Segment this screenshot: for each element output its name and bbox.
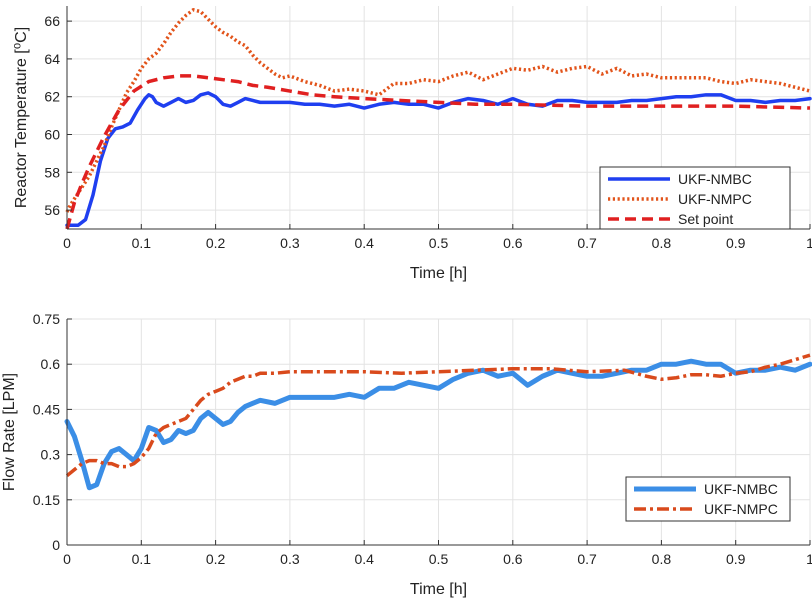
y-tick-label: 66 (44, 13, 60, 29)
x-tick-label: 0.9 (726, 235, 746, 251)
series-line-ukf-nmpc (65, 8, 811, 213)
x-tick-label: 1 (806, 235, 812, 251)
y-tick-label: 64 (44, 51, 60, 67)
y-tick-label: 56 (44, 202, 60, 218)
legend-label: UKF-NMPC (704, 501, 778, 517)
x-tick-label: 0.9 (726, 551, 746, 567)
x-tick-label: 0.7 (577, 551, 597, 567)
legend-label: UKF-NMPC (678, 191, 752, 207)
x-tick-label: 0.1 (132, 235, 152, 251)
x-tick-label: 0.8 (652, 551, 672, 567)
x-tick-label: 0.6 (503, 235, 523, 251)
x-axis-label: Time [h] (410, 581, 467, 598)
temperature-chart: 0 0.1 0.2 0.3 0.4 0.5 0.6 0.7 0.8 0.9 1 56 58 60 62 64 6… (13, 6, 812, 282)
x-tick-label: 0.7 (577, 235, 597, 251)
series-line-ukf-nmbc (64, 358, 812, 491)
legend: UKF-NMBC UKF-NMPC (625, 476, 791, 522)
x-tick-label: 1 (806, 551, 812, 567)
series-line-ukf-nmbc (65, 91, 812, 227)
y-axis-label: Flow Rate [LPM] (1, 373, 18, 491)
y-tick-label: 0.6 (41, 356, 61, 372)
y-tick-label: 0 (52, 537, 60, 553)
x-tick-label: 0.2 (206, 235, 226, 251)
x-tick-label: 0.4 (354, 235, 374, 251)
legend-box (625, 476, 791, 522)
x-axis-label: Time [h] (410, 265, 467, 282)
x-tick-label: 0.8 (652, 235, 672, 251)
y-tick-label: 60 (44, 127, 60, 143)
legend: UKF-NMBC UKF-NMPC Set point (599, 166, 791, 230)
y-tick-label: 0.75 (33, 311, 60, 327)
series-line-set-point (65, 74, 811, 230)
y-axis-label: Reactor Temperature [⁰C] (13, 27, 30, 208)
x-tick-label: 0.1 (132, 551, 152, 567)
y-tick-label: 0.45 (33, 401, 60, 417)
flow-rate-chart: 0 0.1 0.2 0.3 0.4 0.5 0.6 0.7 0.8 0.9 1 0 0.15 0.3 0.4… (1, 311, 812, 598)
x-tick-label: 0 (63, 235, 71, 251)
x-tick-label: 0.3 (280, 235, 300, 251)
x-tick-label: 0.5 (429, 235, 449, 251)
x-tick-label: 0.5 (429, 551, 449, 567)
y-tick-label: 0.15 (33, 492, 60, 508)
x-tick-label: 0.4 (354, 551, 374, 567)
legend-label: UKF-NMBC (678, 171, 752, 187)
y-tick-label: 0.3 (41, 447, 61, 463)
x-tick-label: 0.3 (280, 551, 300, 567)
y-tick-label: 62 (44, 89, 60, 105)
x-tick-label: 0 (63, 551, 71, 567)
legend-label: UKF-NMBC (704, 481, 778, 497)
x-tick-label: 0.2 (206, 551, 226, 567)
x-tick-label: 0.6 (503, 551, 523, 567)
series-line-ukf-nmpc (65, 353, 811, 478)
legend-label: Set point (678, 211, 733, 227)
y-tick-label: 58 (44, 164, 60, 180)
